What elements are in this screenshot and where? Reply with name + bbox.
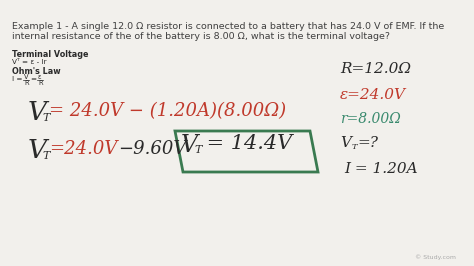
Text: T: T	[352, 143, 357, 151]
Text: V: V	[28, 138, 47, 163]
Text: Vᵀ = ε - Ir: Vᵀ = ε - Ir	[12, 59, 46, 65]
Text: = 14.4V: = 14.4V	[200, 134, 292, 153]
Text: r=8.00Ω: r=8.00Ω	[340, 112, 401, 126]
Text: −9.60V: −9.60V	[118, 140, 186, 158]
Text: =: =	[30, 76, 36, 82]
Text: T: T	[42, 113, 49, 123]
Text: V: V	[24, 74, 28, 80]
Text: R: R	[24, 80, 28, 86]
Text: R=12.0Ω: R=12.0Ω	[340, 62, 411, 76]
Text: internal resistance of the of the battery is 8.00 Ω, what is the terminal voltag: internal resistance of the of the batter…	[12, 32, 390, 41]
Text: V: V	[28, 100, 47, 125]
Text: V: V	[340, 136, 351, 150]
Text: =?: =?	[357, 136, 378, 150]
Text: I =: I =	[12, 76, 22, 82]
Text: I = 1.20A: I = 1.20A	[344, 162, 418, 176]
Text: © Study.com: © Study.com	[415, 254, 456, 260]
Text: R: R	[38, 80, 43, 86]
Text: = 24.0V − (1.20A)(8.00Ω): = 24.0V − (1.20A)(8.00Ω)	[49, 102, 286, 120]
Text: ε=24.0V: ε=24.0V	[340, 88, 406, 102]
Text: ε: ε	[38, 74, 42, 80]
Text: T: T	[194, 145, 201, 155]
Text: Terminal Voltage: Terminal Voltage	[12, 50, 89, 59]
Text: Ohm's Law: Ohm's Law	[12, 67, 61, 76]
Text: =24.0V: =24.0V	[49, 140, 118, 158]
Text: V: V	[181, 134, 198, 157]
Text: T: T	[42, 151, 49, 161]
Text: Example 1 - A single 12.0 Ω resistor is connected to a battery that has 24.0 V o: Example 1 - A single 12.0 Ω resistor is …	[12, 22, 444, 31]
